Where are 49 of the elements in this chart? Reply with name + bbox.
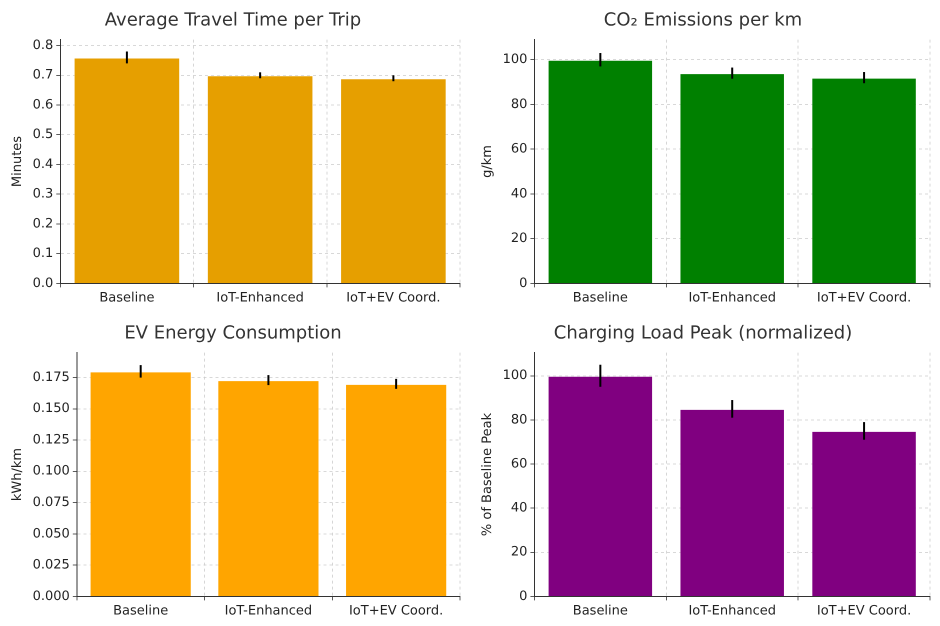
y-axis-title: kWh/km — [10, 448, 26, 502]
y-axis-title: % of Baseline Peak — [480, 412, 496, 536]
y-tick-label: 100 — [502, 52, 528, 68]
y-tick-label: 100 — [502, 368, 528, 384]
y-tick-label: 40 — [510, 186, 528, 202]
x-tick-label: Baseline — [99, 290, 154, 306]
y-tick-label: 0.0 — [32, 276, 54, 291]
x-tick-label: Baseline — [113, 604, 168, 619]
y-tick-label: 0.025 — [32, 558, 70, 573]
y-tick-label: 0.5 — [32, 127, 54, 142]
y-axis-title: Minutes — [10, 136, 26, 188]
x-tick-label: IoT-Enhanced — [216, 290, 304, 306]
y-tick-label: 0.4 — [32, 156, 54, 172]
x-tick-label: IoT-Enhanced — [688, 604, 776, 619]
x-tick-label: IoT-Enhanced — [688, 290, 776, 306]
y-tick-label: 0.8 — [32, 38, 54, 53]
y-tick-label: 0.7 — [32, 68, 54, 83]
y-tick-label: 40 — [510, 500, 528, 516]
x-tick-label: IoT-Enhanced — [224, 604, 312, 619]
x-tick-label: Baseline — [572, 604, 628, 619]
y-tick-label: 0.175 — [32, 370, 70, 385]
y-tick-label: 0.3 — [32, 186, 54, 202]
y-tick-label: 80 — [510, 412, 528, 428]
x-tick-label: IoT+EV Coord. — [816, 290, 912, 306]
y-tick-label: 0 — [519, 276, 528, 291]
y-tick-label: 0.1 — [32, 246, 54, 262]
y-tick-label: 0.100 — [32, 464, 70, 479]
chart-title: Average Travel Time per Trip — [104, 9, 362, 30]
x-tick-label: IoT+EV Coord. — [348, 604, 444, 619]
y-tick-label: 0.075 — [32, 495, 70, 510]
x-tick-label: IoT+EV Coord. — [816, 604, 912, 619]
y-axis-title: g/km — [480, 145, 496, 178]
y-tick-label: 0.6 — [32, 97, 54, 112]
y-tick-label: 0.125 — [32, 432, 70, 448]
y-tick-label: 0 — [519, 588, 528, 604]
chart-title: EV Energy Consumption — [124, 322, 342, 344]
y-tick-label: 60 — [510, 456, 528, 472]
x-tick-label: Baseline — [572, 290, 628, 306]
y-tick-label: 20 — [510, 231, 528, 246]
chart-title: Charging Load Peak (normalized) — [554, 322, 852, 344]
y-tick-label: 0.2 — [32, 216, 54, 232]
y-tick-label: 0.050 — [32, 526, 70, 542]
chart-title: CO₂ Emissions per km — [604, 9, 802, 30]
y-tick-label: 20 — [510, 544, 528, 560]
y-tick-label: 0.000 — [32, 588, 70, 604]
y-tick-label: 0.150 — [32, 401, 70, 416]
x-tick-label: IoT+EV Coord. — [346, 290, 441, 306]
y-tick-label: 60 — [510, 142, 528, 157]
y-tick-label: 80 — [510, 96, 528, 112]
